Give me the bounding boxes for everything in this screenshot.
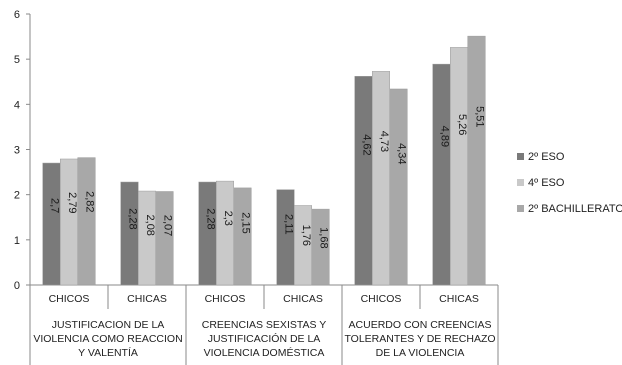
group-label-2-line-2: JUSTIFICACIÓN DE LA [208,332,321,345]
data-label-2-cat-2: 2,08 [144,215,156,236]
data-label-2-cat-1: 2,79 [66,192,78,213]
data-label-3-cat-3: 2,15 [240,212,252,233]
category-label-3: CHICOS [205,293,246,305]
group-label-3-line-2: TOLERANTES Y DE RECHAZO [344,333,495,345]
group-label-2-line-3: VIOLENCIA DOMÉSTICA [204,346,325,359]
bar-1-cat-2 [120,181,139,286]
group-label-3-line-1: ACUERDO CON CREENCIAS [349,319,492,331]
y-tick-label-5: 5 [14,54,20,66]
group-label-1-line-2: VIOLENCIA COMO REACCION [33,333,182,345]
data-label-1-cat-3: 2,28 [205,208,217,229]
bar-1-cat-5 [354,76,373,286]
category-label-6: CHICAS [439,293,479,305]
y-tick-label-1: 1 [14,235,20,247]
data-label-2-cat-5: 4,73 [378,131,390,152]
bar-3-cat-2 [155,191,174,286]
legend-label-1: 2º ESO [528,151,565,163]
data-label-2-cat-6: 5,26 [456,114,468,135]
data-label-2-cat-4: 1,76 [300,225,312,246]
bar-2-cat-5 [372,71,390,286]
data-label-1-cat-1: 2,7 [49,198,61,213]
bar-3-cat-3 [233,187,252,286]
bar-3-cat-1 [77,157,96,286]
bar-2-cat-6 [450,47,468,286]
legend-swatch-1 [517,153,524,160]
category-label-2: CHICAS [127,293,167,305]
data-label-1-cat-2: 2,28 [127,208,139,229]
legend-swatch-3 [517,205,524,212]
y-tick-label-6: 6 [14,9,20,21]
bar-2-cat-2 [138,190,156,286]
y-tick-label-4: 4 [14,99,20,111]
bar-2-cat-3 [216,180,234,286]
group-label-3-line-3: DE LA VIOLENCIA [376,347,465,359]
legend-label-3: 2º BACHILLERATO [528,203,622,215]
legend-label-2: 4º ESO [528,177,565,189]
data-label-3-cat-4: 1,68 [318,227,330,248]
data-label-3-cat-5: 4,34 [396,143,408,164]
bar-3-cat-4 [311,208,330,286]
data-label-3-cat-6: 5,51 [474,106,486,127]
category-label-1: CHICOS [49,293,90,305]
legend-swatch-2 [517,179,524,186]
bar-1-cat-1 [42,162,61,286]
bar-3-cat-5 [389,88,408,286]
data-label-1-cat-6: 4,89 [439,126,451,147]
bar-1-cat-3 [198,181,217,286]
data-label-3-cat-1: 2,82 [84,191,96,212]
data-label-1-cat-4: 2,11 [283,214,295,235]
data-label-2-cat-3: 2,3 [222,211,234,226]
data-label-1-cat-5: 4,62 [361,134,373,155]
group-label-2-line-1: CREENCIAS SEXISTAS Y [202,319,326,331]
y-tick-label-2: 2 [14,190,20,202]
group-label-1-line-1: JUSTIFICACION DE LA [52,319,165,331]
y-tick-label-3: 3 [14,145,20,157]
category-label-5: CHICOS [361,293,402,305]
category-label-4: CHICAS [283,293,323,305]
bar-1-cat-4 [276,189,295,286]
bar-2-cat-1 [60,158,78,286]
bar-3-cat-6 [467,35,486,286]
bar-1-cat-6 [432,63,451,286]
y-tick-label-0: 0 [14,280,20,292]
group-label-1-line-3: Y VALENTÍA [78,346,138,359]
data-label-3-cat-2: 2,07 [162,215,174,236]
